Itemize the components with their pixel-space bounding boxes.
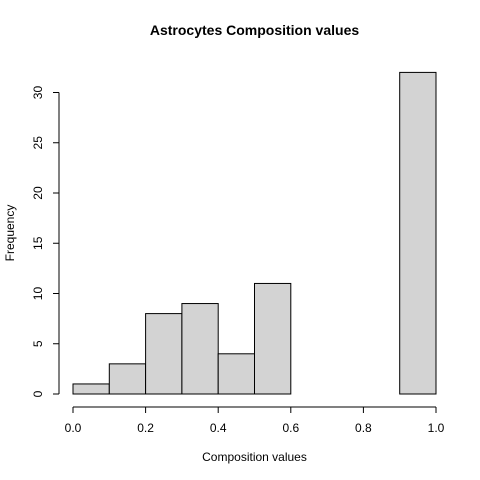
y-tick-label-4: 20 <box>31 186 45 200</box>
x-tick-label-5: 1.0 <box>428 421 445 435</box>
y-tick-label-1: 5 <box>31 340 45 347</box>
x-tick-label-4: 0.8 <box>355 421 372 435</box>
bars-group <box>72 71 437 395</box>
y-tick-label-6: 30 <box>31 86 45 100</box>
chart-title: Astrocytes Composition values <box>150 22 359 38</box>
x-tick-label-2: 0.4 <box>210 421 227 435</box>
histogram-bar-9 <box>399 71 437 395</box>
y-tick-label-5: 25 <box>31 136 45 150</box>
y-axis: 0 5 10 15 20 25 30 <box>31 86 60 397</box>
histogram-bar-3 <box>181 303 219 395</box>
x-axis-label: Composition values <box>202 450 307 464</box>
y-tick-label-0: 0 <box>31 390 45 397</box>
histogram-bar-1 <box>108 363 147 395</box>
x-tick-label-1: 0.2 <box>137 421 154 435</box>
x-tick-label-0: 0.0 <box>65 421 82 435</box>
y-tick-label-2: 10 <box>31 287 45 301</box>
y-axis-label: Frequency <box>3 205 17 262</box>
histogram-bar-4 <box>217 353 255 395</box>
histogram-bar-0 <box>72 383 110 395</box>
histogram-bar-2 <box>145 313 183 395</box>
x-axis: 0.0 0.2 0.4 0.6 0.8 1.0 <box>65 406 445 435</box>
x-tick-label-3: 0.6 <box>282 421 299 435</box>
histogram-bar-5 <box>254 282 292 395</box>
y-tick-label-3: 15 <box>31 236 45 250</box>
